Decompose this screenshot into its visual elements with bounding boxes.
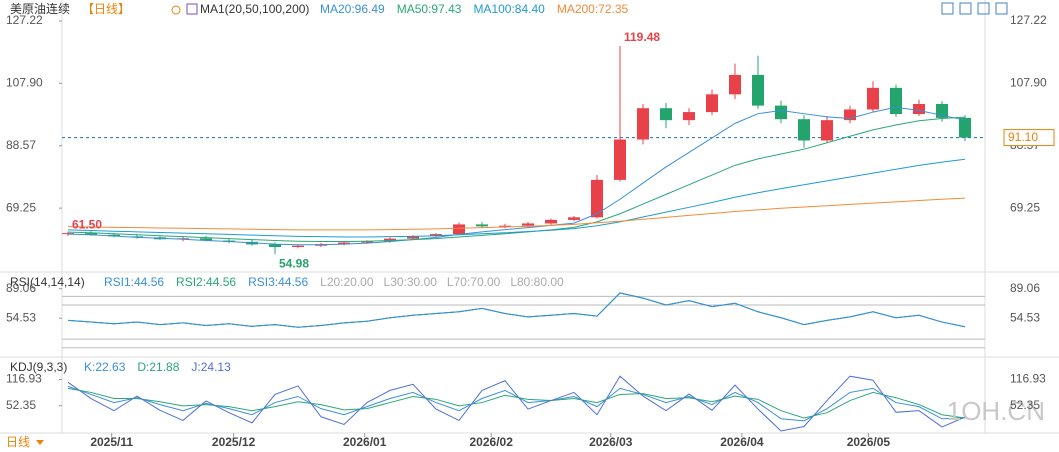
y-tick-label: 89.06 xyxy=(6,281,36,295)
x-tick-label: 2026/02 xyxy=(470,435,514,449)
y-tick-label-right: 52.35 xyxy=(1010,398,1040,412)
last-price-box xyxy=(1003,129,1055,147)
legend-entry: RSI2:44.56 xyxy=(176,275,236,289)
instrument-title: 美原油连续 xyxy=(10,1,70,16)
candle-body xyxy=(844,109,856,121)
period-selector[interactable]: 日线 xyxy=(6,435,30,449)
legend-entry: RSI3:44.56 xyxy=(248,275,308,289)
series-line xyxy=(67,116,966,243)
series-line xyxy=(67,158,966,238)
y-tick-label: 54.53 xyxy=(6,310,36,324)
candle-body xyxy=(292,245,304,248)
rsi-title: RSI(14,14,14) xyxy=(10,275,85,289)
level-legend: L80:80.00 xyxy=(510,275,564,289)
legend-entry: MA20:96.49 xyxy=(320,2,385,16)
candle-body xyxy=(729,74,741,95)
y-tick-label-right: 89.06 xyxy=(1010,281,1040,295)
icon[interactable] xyxy=(959,2,972,15)
candle-body xyxy=(591,179,603,218)
y-tick-label-right: 107.90 xyxy=(1010,76,1047,90)
x-tick-label: 2026/03 xyxy=(589,435,633,449)
legend-entry: K:22.63 xyxy=(84,360,126,374)
candle-body xyxy=(453,224,465,235)
indicator-icon[interactable] xyxy=(186,3,198,15)
legend-entry: J:24.13 xyxy=(191,360,231,374)
dropdown-arrow[interactable] xyxy=(36,440,44,445)
candle-body xyxy=(545,219,557,224)
candle-body xyxy=(269,244,281,248)
candle-body xyxy=(85,233,97,235)
series-line xyxy=(67,197,966,231)
series-line xyxy=(67,106,966,246)
legend-entry: D:21.88 xyxy=(137,360,179,374)
price-annotation: 54.98 xyxy=(279,256,309,270)
x-tick-label: 2026/01 xyxy=(343,435,387,449)
kdj-title: KDJ(9,3,3) xyxy=(10,360,67,374)
icon[interactable] xyxy=(995,2,1008,15)
legend-entry: MA50:97.43 xyxy=(397,2,462,16)
level-legend: L30:30.00 xyxy=(384,275,438,289)
candle-body xyxy=(683,112,695,121)
settings-icon[interactable] xyxy=(171,5,181,15)
series-line xyxy=(67,387,966,419)
y-tick-label-right: 54.53 xyxy=(1010,310,1040,324)
candle-body xyxy=(407,236,419,239)
toolbar-icons[interactable] xyxy=(941,2,1008,15)
candle-body xyxy=(476,224,488,227)
candle-body xyxy=(913,104,925,115)
y-tick-label-right: 116.93 xyxy=(1010,372,1046,386)
candle-body xyxy=(62,233,74,235)
price-annotation: 61.50 xyxy=(72,217,102,231)
candle-body xyxy=(568,217,580,220)
candle-body xyxy=(522,223,534,226)
legend-entry: RSI1:44.56 xyxy=(104,275,164,289)
y-tick-label: 127.22 xyxy=(6,13,43,27)
x-tick-label: 2025/12 xyxy=(212,435,256,449)
last-price-label: 91.10 xyxy=(1008,130,1038,144)
indicator-label: MA1(20,50,100,200) xyxy=(200,2,309,16)
candle-body xyxy=(614,139,626,180)
candle-body xyxy=(200,238,212,241)
candle-body xyxy=(637,108,649,140)
candle-body xyxy=(890,87,902,115)
x-tick-label: 2026/04 xyxy=(720,435,764,449)
x-tick-label: 2025/11 xyxy=(90,435,133,449)
candle-body xyxy=(660,108,672,121)
y-tick-label-right: 127.22 xyxy=(1010,13,1047,27)
candle-body xyxy=(867,87,879,110)
legend-entry: MA100:84.40 xyxy=(473,2,545,16)
y-tick-label: 116.93 xyxy=(6,372,42,386)
candle-body xyxy=(821,120,833,141)
candle-body xyxy=(775,105,787,120)
candle-body xyxy=(706,94,718,113)
candle-body xyxy=(752,74,764,106)
icon[interactable] xyxy=(941,2,954,15)
candle-body xyxy=(959,117,971,138)
period-label[interactable]: 【日线】 xyxy=(82,2,130,16)
level-legend: L70:70.00 xyxy=(447,275,501,289)
series-line xyxy=(67,375,966,432)
candle-body xyxy=(798,119,810,141)
candle-body xyxy=(338,242,350,245)
watermark: 1OH.CN xyxy=(947,396,1045,426)
candle-body xyxy=(499,225,511,227)
candle-body xyxy=(430,234,442,237)
y-tick-label: 107.90 xyxy=(6,76,43,90)
y-tick-label: 69.25 xyxy=(6,200,36,214)
x-tick-label: 2026/05 xyxy=(847,435,891,449)
price-annotation: 119.48 xyxy=(624,30,660,44)
y-tick-label: 52.35 xyxy=(6,398,36,412)
y-tick-label: 88.57 xyxy=(6,138,36,152)
series-line xyxy=(67,292,966,328)
y-tick-label-right: 69.25 xyxy=(1010,200,1040,214)
candle-body xyxy=(361,241,373,243)
icon[interactable] xyxy=(977,2,990,15)
level-legend: L20:20.00 xyxy=(320,275,374,289)
legend-entry: MA200:72.35 xyxy=(557,2,629,16)
